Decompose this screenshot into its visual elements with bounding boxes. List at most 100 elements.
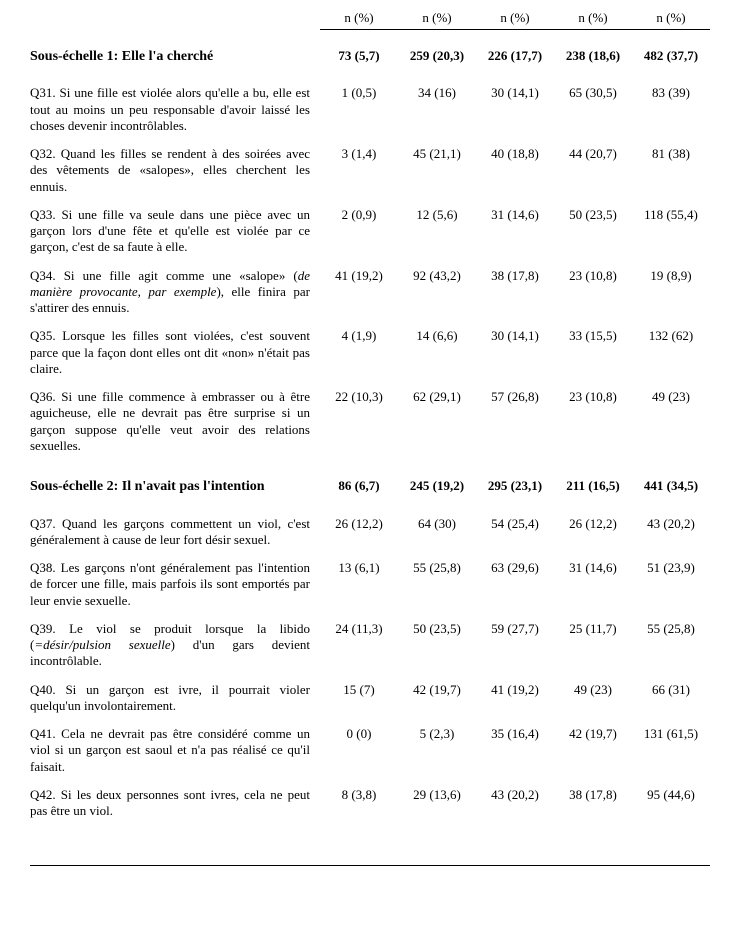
data-table: n (%) n (%) n (%) n (%) n (%) Sous-échel…	[30, 10, 710, 825]
item-text: Q38. Les garçons n'ont généralement pas …	[30, 554, 320, 615]
item-text: Q34. Si une fille agit comme une «salope…	[30, 262, 320, 323]
item-value: 30 (14,1)	[476, 322, 554, 383]
item-value: 62 (29,1)	[398, 383, 476, 460]
item-value: 4 (1,9)	[320, 322, 398, 383]
item-value: 63 (29,6)	[476, 554, 554, 615]
item-text: Q40. Si un garçon est ivre, il pourrait …	[30, 676, 320, 721]
item-value: 38 (17,8)	[476, 262, 554, 323]
item-value: 35 (16,4)	[476, 720, 554, 781]
subscale-title: Sous-échelle 2: Il n'avait pas l'intenti…	[30, 460, 320, 510]
item-value: 22 (10,3)	[320, 383, 398, 460]
subscale-value: 238 (18,6)	[554, 30, 632, 80]
subscale-value: 211 (16,5)	[554, 460, 632, 510]
item-value: 23 (10,8)	[554, 383, 632, 460]
item-value: 59 (27,7)	[476, 615, 554, 676]
item-text: Q36. Si une fille commence à embrasser o…	[30, 383, 320, 460]
col-header: n (%)	[320, 10, 398, 30]
item-value: 31 (14,6)	[476, 201, 554, 262]
item-text: Q39. Le viol se produit lorsque la libid…	[30, 615, 320, 676]
item-value: 33 (15,5)	[554, 322, 632, 383]
item-value: 15 (7)	[320, 676, 398, 721]
item-value: 66 (31)	[632, 676, 710, 721]
item-row: Q38. Les garçons n'ont généralement pas …	[30, 554, 710, 615]
item-value: 29 (13,6)	[398, 781, 476, 826]
item-row: Q32. Quand les filles se rendent à des s…	[30, 140, 710, 201]
item-value: 44 (20,7)	[554, 140, 632, 201]
item-value: 41 (19,2)	[320, 262, 398, 323]
item-value: 23 (10,8)	[554, 262, 632, 323]
col-header: n (%)	[398, 10, 476, 30]
item-value: 41 (19,2)	[476, 676, 554, 721]
subscale-value: 73 (5,7)	[320, 30, 398, 80]
subscale-row: Sous-échelle 1: Elle l'a cherché73 (5,7)…	[30, 30, 710, 80]
subscale-value: 86 (6,7)	[320, 460, 398, 510]
item-value: 132 (62)	[632, 322, 710, 383]
item-text: Q41. Cela ne devrait pas être considéré …	[30, 720, 320, 781]
item-value: 24 (11,3)	[320, 615, 398, 676]
item-value: 57 (26,8)	[476, 383, 554, 460]
item-value: 43 (20,2)	[632, 510, 710, 555]
item-row: Q31. Si une fille est violée alors qu'el…	[30, 79, 710, 140]
item-value: 2 (0,9)	[320, 201, 398, 262]
item-value: 40 (18,8)	[476, 140, 554, 201]
item-value: 65 (30,5)	[554, 79, 632, 140]
item-value: 26 (12,2)	[554, 510, 632, 555]
item-value: 0 (0)	[320, 720, 398, 781]
item-value: 31 (14,6)	[554, 554, 632, 615]
item-value: 30 (14,1)	[476, 79, 554, 140]
item-value: 19 (8,9)	[632, 262, 710, 323]
subscale-value: 482 (37,7)	[632, 30, 710, 80]
item-row: Q39. Le viol se produit lorsque la libid…	[30, 615, 710, 676]
item-value: 42 (19,7)	[554, 720, 632, 781]
item-value: 45 (21,1)	[398, 140, 476, 201]
item-row: Q37. Quand les garçons commettent un vio…	[30, 510, 710, 555]
item-value: 54 (25,4)	[476, 510, 554, 555]
col-header: n (%)	[632, 10, 710, 30]
col-header: n (%)	[554, 10, 632, 30]
item-row: Q33. Si une fille va seule dans une pièc…	[30, 201, 710, 262]
item-value: 5 (2,3)	[398, 720, 476, 781]
item-value: 50 (23,5)	[398, 615, 476, 676]
item-value: 13 (6,1)	[320, 554, 398, 615]
item-value: 42 (19,7)	[398, 676, 476, 721]
item-text: Q31. Si une fille est violée alors qu'el…	[30, 79, 320, 140]
item-value: 38 (17,8)	[554, 781, 632, 826]
subscale-value: 441 (34,5)	[632, 460, 710, 510]
item-value: 49 (23)	[632, 383, 710, 460]
page-container: n (%) n (%) n (%) n (%) n (%) Sous-échel…	[0, 0, 740, 897]
item-value: 81 (38)	[632, 140, 710, 201]
item-row: Q35. Lorsque les filles sont violées, c'…	[30, 322, 710, 383]
col-header: n (%)	[476, 10, 554, 30]
item-value: 3 (1,4)	[320, 140, 398, 201]
item-value: 34 (16)	[398, 79, 476, 140]
item-value: 55 (25,8)	[398, 554, 476, 615]
item-text: Q33. Si une fille va seule dans une pièc…	[30, 201, 320, 262]
item-value: 64 (30)	[398, 510, 476, 555]
subscale-title: Sous-échelle 1: Elle l'a cherché	[30, 30, 320, 80]
item-value: 14 (6,6)	[398, 322, 476, 383]
item-text: Q37. Quand les garçons commettent un vio…	[30, 510, 320, 555]
item-value: 8 (3,8)	[320, 781, 398, 826]
item-row: Q36. Si une fille commence à embrasser o…	[30, 383, 710, 460]
subscale-value: 259 (20,3)	[398, 30, 476, 80]
item-value: 95 (44,6)	[632, 781, 710, 826]
item-value: 131 (61,5)	[632, 720, 710, 781]
item-text: Q32. Quand les filles se rendent à des s…	[30, 140, 320, 201]
item-text: Q35. Lorsque les filles sont violées, c'…	[30, 322, 320, 383]
item-value: 12 (5,6)	[398, 201, 476, 262]
item-value: 50 (23,5)	[554, 201, 632, 262]
item-value: 49 (23)	[554, 676, 632, 721]
item-value: 51 (23,9)	[632, 554, 710, 615]
subscale-value: 295 (23,1)	[476, 460, 554, 510]
item-row: Q34. Si une fille agit comme une «salope…	[30, 262, 710, 323]
item-value: 55 (25,8)	[632, 615, 710, 676]
subscale-value: 245 (19,2)	[398, 460, 476, 510]
item-row: Q40. Si un garçon est ivre, il pourrait …	[30, 676, 710, 721]
subscale-row: Sous-échelle 2: Il n'avait pas l'intenti…	[30, 460, 710, 510]
table-header-row: n (%) n (%) n (%) n (%) n (%)	[30, 10, 710, 30]
subscale-value: 226 (17,7)	[476, 30, 554, 80]
bottom-rule	[30, 865, 710, 867]
item-value: 1 (0,5)	[320, 79, 398, 140]
item-value: 118 (55,4)	[632, 201, 710, 262]
item-value: 26 (12,2)	[320, 510, 398, 555]
